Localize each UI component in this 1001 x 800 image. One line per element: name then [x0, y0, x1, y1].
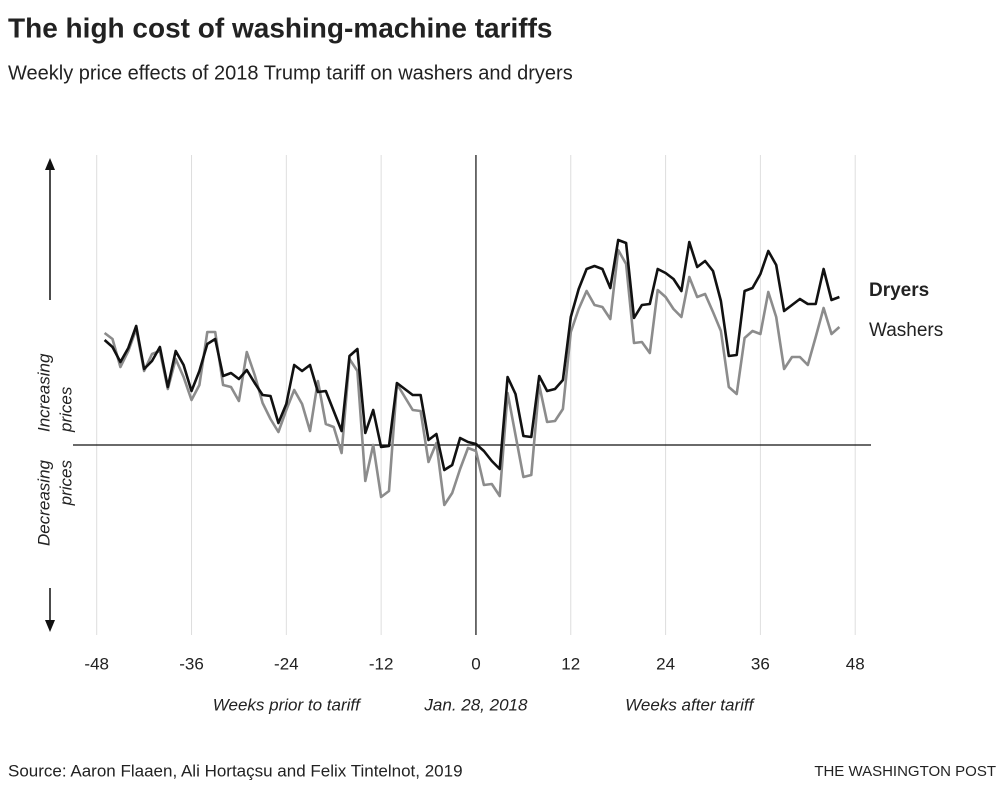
y-arrows [45, 158, 55, 632]
x-tick-label: -48 [84, 654, 109, 673]
x-tick-label: 36 [751, 654, 770, 673]
x-tick-label: 0 [471, 654, 480, 673]
series-line [103, 248, 841, 507]
y-annotation: prices [56, 460, 75, 507]
source: Source: Aaron Flaaen, Ali Hortaçsu and F… [8, 761, 463, 780]
arrow-head [45, 620, 55, 632]
x-annotation: Jan. 28, 2018 [423, 695, 528, 714]
chart-title: The high cost of washing-machine tariffs [8, 12, 553, 43]
x-tick-label: 24 [656, 654, 675, 673]
series-line [103, 238, 840, 472]
y-annotation: prices [56, 386, 75, 433]
legend-label: Dryers [869, 280, 929, 301]
x-tick-label: 48 [846, 654, 865, 673]
x-annotation: Weeks prior to tariff [213, 695, 362, 714]
legend-label: Washers [869, 320, 943, 341]
chart-subtitle: Weekly price effects of 2018 Trump tarif… [8, 62, 573, 84]
credit: THE WASHINGTON POST [814, 763, 996, 780]
x-tick-label: -12 [369, 654, 394, 673]
x-tick-label: 12 [561, 654, 580, 673]
x-tick-label: -36 [179, 654, 204, 673]
y-annotation: Increasing [34, 353, 53, 432]
x-annotation: Weeks after tariff [625, 695, 755, 714]
x-tick-label: -24 [274, 654, 299, 673]
arrow-head [45, 158, 55, 170]
y-annotation: Decreasing [34, 459, 53, 546]
